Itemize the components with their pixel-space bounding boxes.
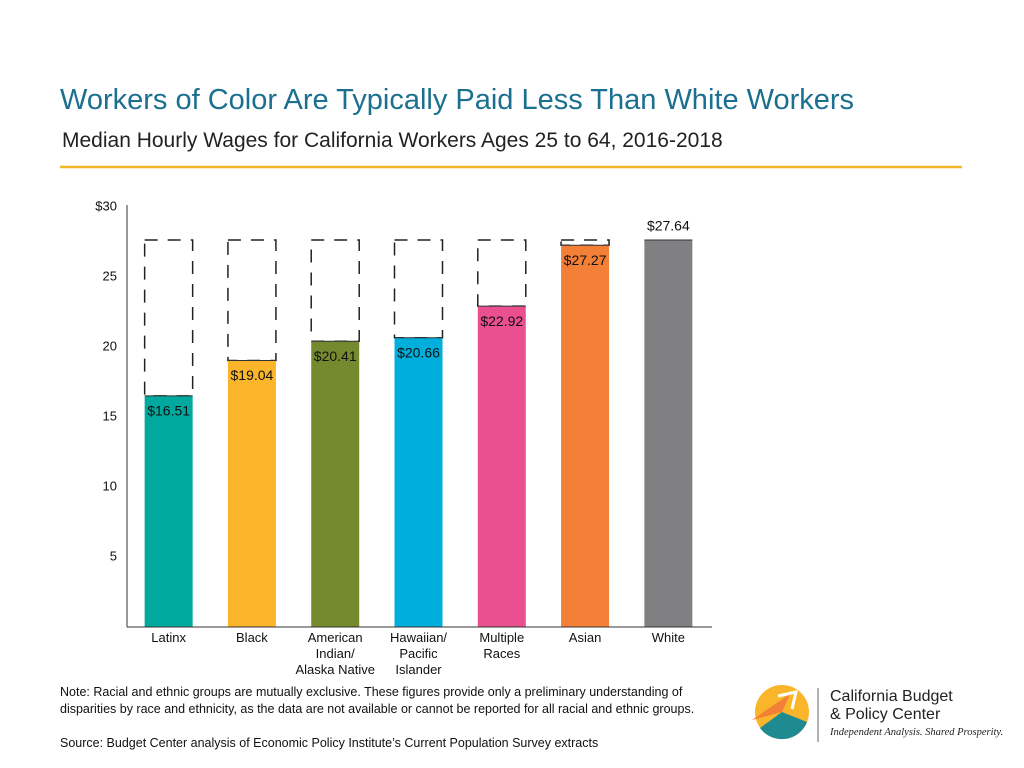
y-tick-label: 20 [103,338,117,353]
value-label: $27.64 [647,218,690,234]
bar [644,240,693,628]
bar [227,360,276,627]
logo-tagline: Independent Analysis. Shared Prosperity. [830,727,1004,738]
bar [477,306,526,627]
x-tick-label: Multiple Races [479,630,525,661]
x-tick-label: Black [236,630,268,645]
logo-name: California Budget & Policy Center [830,688,953,723]
y-tick-label: 10 [103,478,117,493]
gap-outline [310,239,360,343]
gap-outline [477,239,527,307]
value-label: $22.92 [480,313,523,329]
value-label: $16.51 [147,403,190,419]
bar [311,341,360,627]
note: Note: Racial and ethnic groups are mutua… [60,685,695,716]
source: Source: Budget Center analysis of Econom… [60,736,599,750]
x-tick-label: White [651,630,685,645]
bar [394,337,443,627]
gap-outline [227,239,277,362]
logo-mark [752,685,809,740]
value-label: $19.04 [231,367,274,383]
value-label: $20.66 [397,344,440,360]
x-tick-label: Asian [568,630,602,645]
gap-outline [393,239,444,339]
y-tick-label: 25 [103,268,117,283]
chart-subtitle: Median Hourly Wages for California Worke… [62,129,723,152]
y-tick-label: $30 [95,198,117,213]
value-label: $20.41 [314,348,357,364]
x-tick-label: American Indian/ Alaska Native [295,630,375,677]
bar [561,245,610,627]
y-tick-label: 5 [110,548,117,563]
y-tick-label: 15 [103,408,117,423]
x-tick-label: Latinx [151,630,186,645]
x-tick-label: Hawaiian/ Pacific Islander [389,630,448,677]
chart-title: Workers of Color Are Typically Paid Less… [60,84,855,116]
gap-outline [143,239,194,397]
bar [144,395,193,627]
value-label: $27.27 [564,252,607,268]
gap-outline [560,239,610,246]
